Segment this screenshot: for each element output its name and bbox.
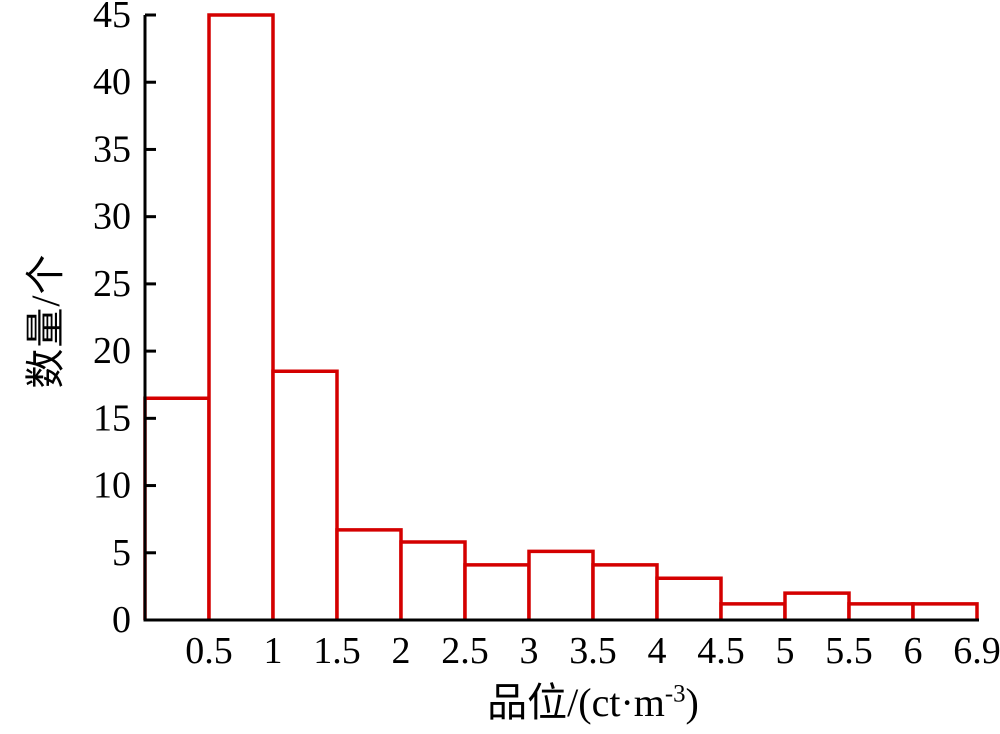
x-tick-label: 5	[776, 630, 795, 672]
histogram-bar	[463, 563, 531, 620]
histogram-bar	[399, 540, 467, 620]
y-tick-label: 30	[93, 196, 131, 238]
histogram-bar	[911, 602, 979, 620]
histogram-bar	[527, 549, 595, 620]
x-tick-label: 6.9	[953, 630, 1000, 672]
x-tick-label: 4	[648, 630, 667, 672]
y-tick-label: 0	[112, 599, 131, 641]
histogram-bar	[591, 563, 659, 620]
x-axis-title-superscript: -3	[664, 680, 686, 708]
y-tick-label: 5	[112, 532, 131, 574]
histogram-bar	[271, 369, 339, 620]
x-tick-label: 1.5	[313, 630, 361, 672]
x-axis-title-close-paren: )	[685, 680, 699, 725]
x-tick-label: 1	[264, 630, 283, 672]
x-axis-title: 品位/(ct·m-3)	[487, 670, 699, 728]
y-tick-label: 15	[93, 397, 131, 439]
x-tick-label: 2	[392, 630, 411, 672]
histogram-bar	[143, 396, 211, 620]
histogram-bar	[847, 602, 915, 620]
x-axis-title-text: 品位/(ct·m	[487, 680, 665, 725]
y-axis-title: 数量/个	[23, 253, 68, 389]
histogram-bar	[335, 528, 403, 620]
histogram-bar	[719, 602, 787, 620]
histogram-bar	[655, 576, 723, 620]
y-tick-label: 40	[93, 61, 131, 103]
y-tick-label: 25	[93, 263, 131, 305]
x-tick-label: 5.5	[825, 630, 873, 672]
x-tick-label: 3.5	[569, 630, 617, 672]
x-tick-label: 6	[904, 630, 923, 672]
histogram-bar	[207, 13, 275, 620]
y-tick-label: 10	[93, 465, 131, 507]
y-tick-label: 20	[93, 330, 131, 372]
x-tick-label: 3	[520, 630, 539, 672]
x-tick-label: 2.5	[441, 630, 489, 672]
x-tick-label: 0.5	[185, 630, 233, 672]
x-tick-label: 4.5	[697, 630, 745, 672]
y-tick-label: 35	[93, 128, 131, 170]
histogram-bar	[783, 591, 851, 620]
y-tick-label: 45	[93, 0, 131, 36]
